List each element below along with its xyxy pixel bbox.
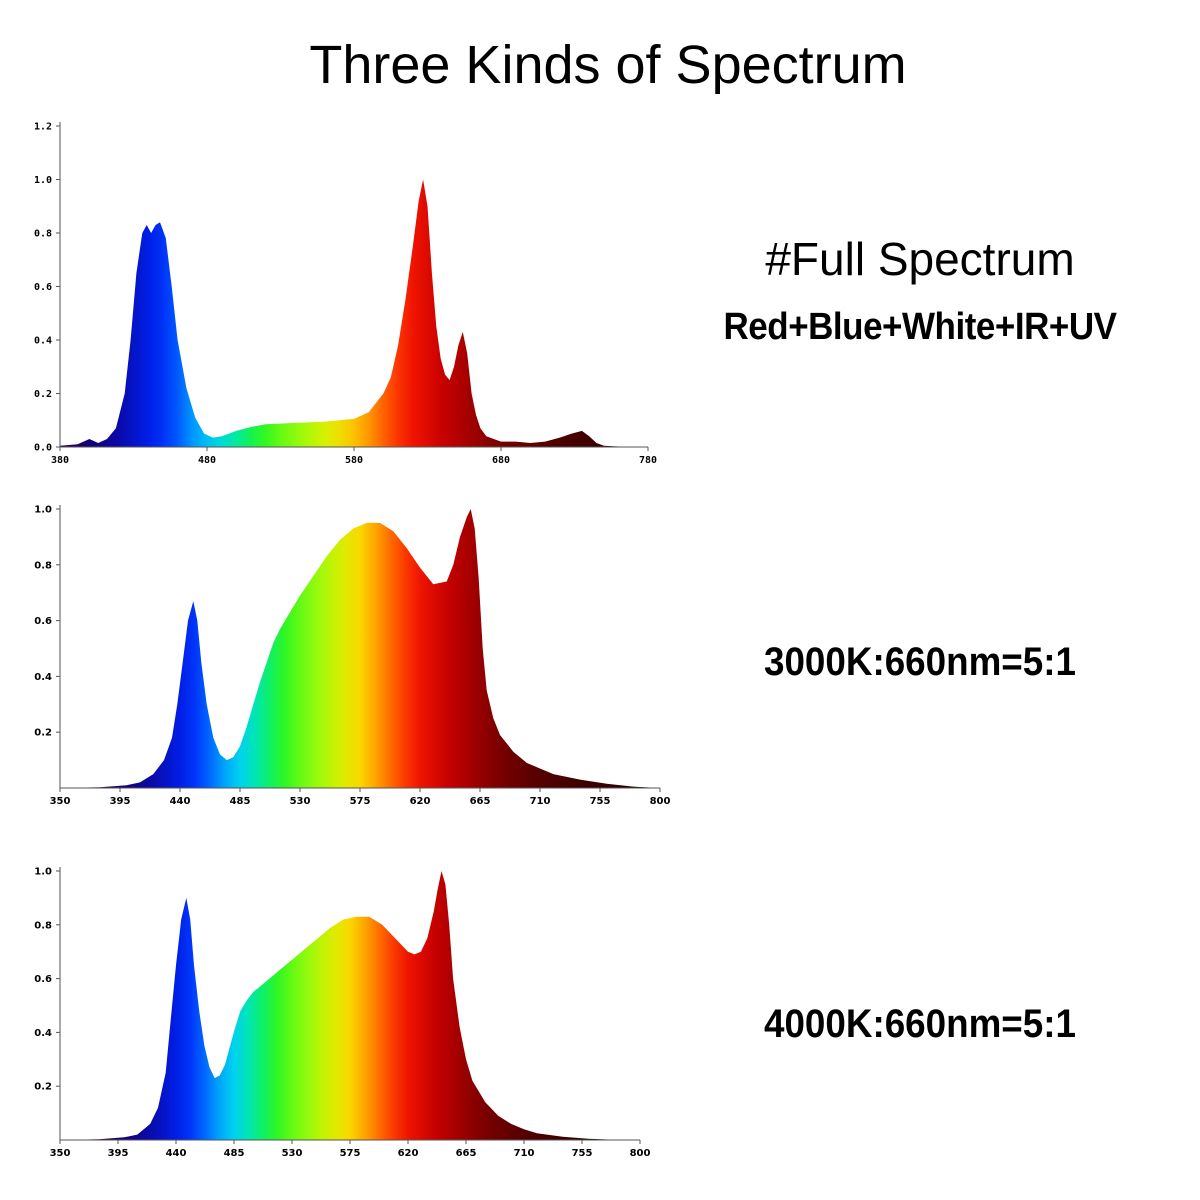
- x-tick-label: 575: [350, 796, 371, 807]
- x-tick-label: 440: [166, 1148, 187, 1159]
- spectrum-4000k-label: 4000K:660nm=5:1: [764, 1002, 1076, 1046]
- x-tick-label: 665: [456, 1148, 477, 1159]
- y-tick-label: 0.2: [34, 728, 52, 739]
- x-tick-label: 575: [340, 1148, 361, 1159]
- y-tick-label: 1.0: [34, 505, 52, 516]
- y-tick-label: 0.4: [34, 672, 52, 683]
- x-tick-label: 350: [50, 796, 71, 807]
- x-tick-label: 710: [514, 1148, 535, 1159]
- y-tick-label: 0.0: [34, 443, 52, 454]
- y-tick-label: 0.2: [34, 389, 52, 400]
- x-tick-label: 485: [230, 796, 251, 807]
- spectrum-area: [60, 871, 640, 1140]
- y-tick-label: 1.0: [34, 867, 52, 878]
- x-tick-label: 755: [590, 796, 611, 807]
- x-tick-label: 680: [492, 455, 510, 466]
- y-tick-label: 0.2: [34, 1082, 52, 1093]
- y-tick-label: 0.8: [34, 920, 52, 931]
- full-spectrum-subtitle: Red+Blue+White+IR+UV: [723, 306, 1117, 348]
- spectrum-area: [60, 179, 648, 447]
- y-tick-label: 0.6: [34, 616, 52, 627]
- x-tick-label: 755: [572, 1148, 593, 1159]
- x-tick-label: 485: [224, 1148, 245, 1159]
- x-tick-label: 395: [108, 1148, 129, 1159]
- spectrum-3000k-label: 3000K:660nm=5:1: [764, 640, 1076, 684]
- x-tick-label: 530: [282, 1148, 303, 1159]
- x-tick-label: 800: [650, 796, 671, 807]
- y-tick-label: 1.2: [34, 122, 52, 133]
- x-tick-label: 800: [630, 1148, 651, 1159]
- y-tick-label: 1.0: [34, 175, 52, 186]
- y-tick-label: 0.4: [34, 1028, 52, 1039]
- y-tick-label: 0.8: [34, 229, 52, 240]
- y-tick-label: 0.4: [34, 336, 52, 347]
- x-tick-label: 620: [398, 1148, 419, 1159]
- x-tick-label: 480: [198, 455, 216, 466]
- y-tick-label: 0.8: [34, 560, 52, 571]
- x-tick-label: 350: [50, 1148, 71, 1159]
- x-tick-label: 620: [410, 796, 431, 807]
- y-tick-label: 0.6: [34, 282, 52, 293]
- spectrum-4000k-chart: 350 395 440 485 530 575 620 665 710 755 800 0.2 0.4 0…: [34, 867, 651, 1160]
- x-tick-label: 440: [170, 796, 191, 807]
- x-tick-label: 395: [110, 796, 131, 807]
- full-spectrum-title: #Full Spectrum: [765, 233, 1075, 285]
- x-tick-label: 710: [530, 796, 551, 807]
- x-tick-label: 780: [639, 455, 657, 466]
- spectrum-3000k-chart: 350 395 440 485 530 575 620 665 710 755 800 0.2 0.4 0…: [34, 505, 671, 808]
- x-tick-label: 665: [470, 796, 491, 807]
- full-spectrum-chart: 380 480 580 680 780 0.0 0.2 0.4 0.6 0.8 1.0 1.2: [34, 122, 657, 467]
- spectrum-area: [60, 509, 660, 788]
- x-tick-label: 580: [345, 455, 363, 466]
- page-title: Three Kinds of Spectrum: [309, 35, 907, 95]
- y-tick-label: 0.6: [34, 974, 52, 985]
- x-tick-label: 530: [290, 796, 311, 807]
- x-tick-label: 380: [51, 455, 69, 466]
